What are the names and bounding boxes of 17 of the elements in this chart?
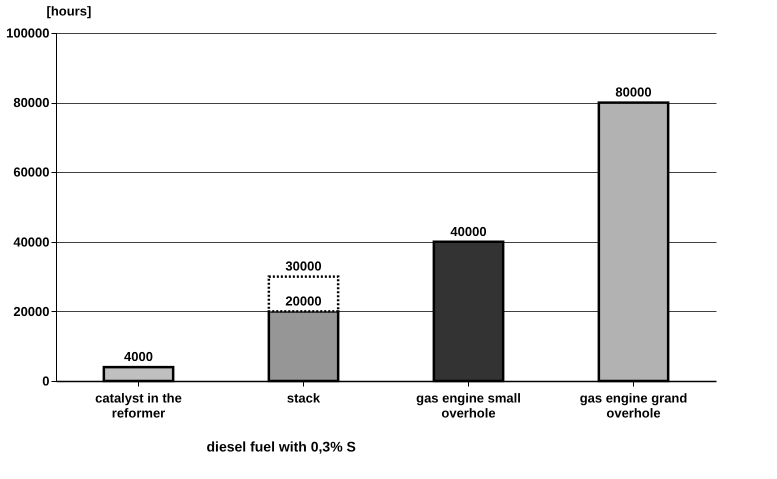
y-tick-label: 0 — [42, 374, 50, 388]
data-label: 20000 — [285, 293, 322, 308]
data-label: 40000 — [450, 224, 487, 239]
y-axis-title: [hours] — [46, 4, 92, 18]
total-label: 30000 — [285, 258, 322, 274]
y-tick-label: 60000 — [13, 164, 50, 180]
x-tick-label: gas engine grand overhole — [580, 390, 688, 420]
data-label: 4000 — [124, 349, 153, 364]
x-axis-title: diesel fuel with 0,3% S — [206, 438, 356, 454]
x-tick-label: stack — [286, 390, 321, 406]
x-tick-label: catalyst in the reformer — [95, 390, 182, 420]
y-tick-label: 40000 — [13, 234, 50, 250]
x-tick-label: gas engine small overhole — [416, 390, 521, 420]
y-tick-label: 80000 — [13, 95, 50, 110]
y-tick-label: 100000 — [6, 26, 50, 40]
y-tick-label: 20000 — [13, 304, 50, 319]
data-label: 80000 — [615, 84, 652, 100]
